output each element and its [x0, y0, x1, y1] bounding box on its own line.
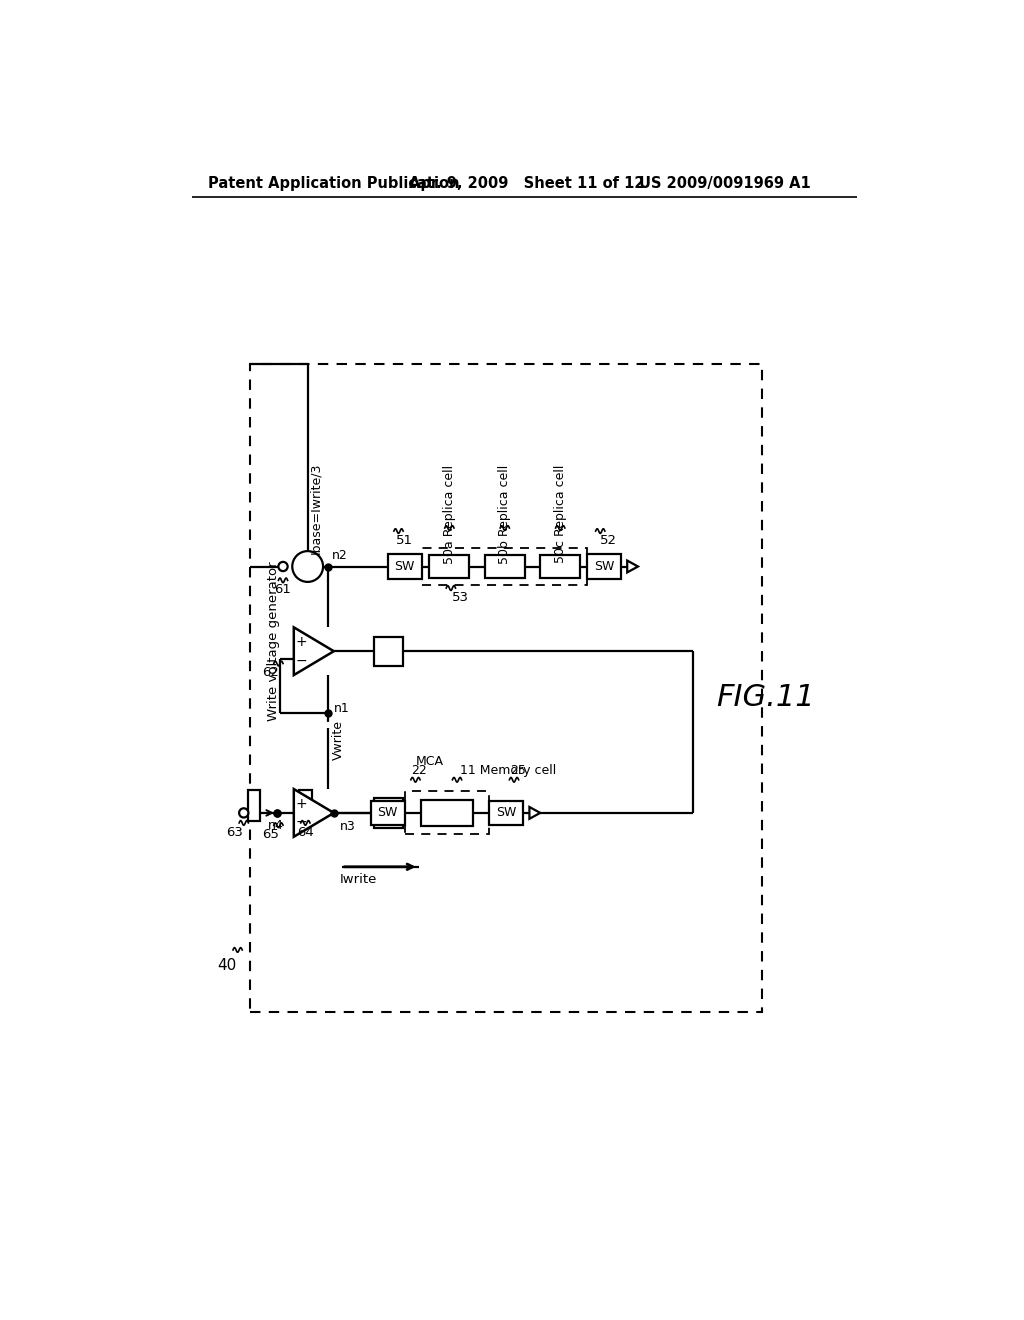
Text: Vwrite: Vwrite — [333, 719, 345, 760]
Text: +: + — [296, 797, 307, 810]
Text: Ibase=Iwrite/3: Ibase=Iwrite/3 — [309, 463, 322, 554]
Bar — [489, 800, 523, 825]
Circle shape — [240, 808, 249, 817]
Text: Iwrite: Iwrite — [340, 873, 378, 886]
Text: SW: SW — [594, 560, 614, 573]
Text: −: − — [296, 653, 307, 668]
Text: SW: SW — [497, 807, 516, 820]
Text: n2: n2 — [332, 549, 347, 562]
Bar — [587, 554, 621, 579]
Text: 50b Replica cell: 50b Replica cell — [499, 465, 511, 564]
Polygon shape — [294, 789, 334, 837]
Text: Patent Application Publication: Patent Application Publication — [208, 177, 459, 191]
Text: Write voltage generator: Write voltage generator — [266, 562, 280, 722]
Text: 61: 61 — [274, 583, 292, 597]
Text: −: − — [296, 816, 307, 829]
Text: 25: 25 — [510, 764, 526, 777]
Text: 52: 52 — [599, 533, 616, 546]
Text: 63: 63 — [226, 825, 243, 838]
Text: 62: 62 — [262, 667, 280, 680]
Bar — [250, 364, 762, 1011]
Bar — [299, 789, 311, 821]
Polygon shape — [529, 807, 541, 818]
Text: n1: n1 — [334, 702, 349, 715]
Text: +: + — [296, 635, 307, 649]
Bar — [374, 636, 403, 665]
Bar — [371, 800, 404, 825]
Text: 50c Replica cell: 50c Replica cell — [554, 465, 566, 564]
Bar — [404, 792, 489, 834]
Bar — [484, 554, 524, 578]
Bar — [429, 554, 469, 578]
Text: Apr. 9, 2009   Sheet 11 of 12: Apr. 9, 2009 Sheet 11 of 12 — [410, 177, 645, 191]
Text: SW: SW — [394, 560, 415, 573]
Bar — [421, 800, 473, 826]
Text: 11 Memory cell: 11 Memory cell — [460, 764, 556, 777]
Bar — [541, 554, 581, 578]
Bar — [422, 548, 587, 585]
Text: 53: 53 — [452, 591, 469, 603]
Text: 65: 65 — [262, 828, 280, 841]
Circle shape — [279, 562, 288, 572]
Text: US 2009/0091969 A1: US 2009/0091969 A1 — [639, 177, 811, 191]
Circle shape — [292, 552, 323, 582]
Polygon shape — [628, 561, 638, 573]
Text: 22: 22 — [411, 764, 427, 777]
Text: n3: n3 — [340, 820, 355, 833]
Bar — [388, 554, 422, 579]
Text: FIG.11: FIG.11 — [716, 682, 814, 711]
Text: 50a Replica cell: 50a Replica cell — [442, 465, 456, 564]
Text: MCA: MCA — [416, 755, 443, 768]
Text: SW: SW — [378, 807, 398, 820]
Text: n4: n4 — [267, 818, 284, 832]
Bar — [374, 799, 403, 828]
Text: 51: 51 — [396, 533, 413, 546]
Text: 40: 40 — [217, 958, 237, 973]
Text: 64: 64 — [297, 825, 313, 838]
Bar — [248, 789, 260, 821]
Polygon shape — [294, 627, 334, 675]
